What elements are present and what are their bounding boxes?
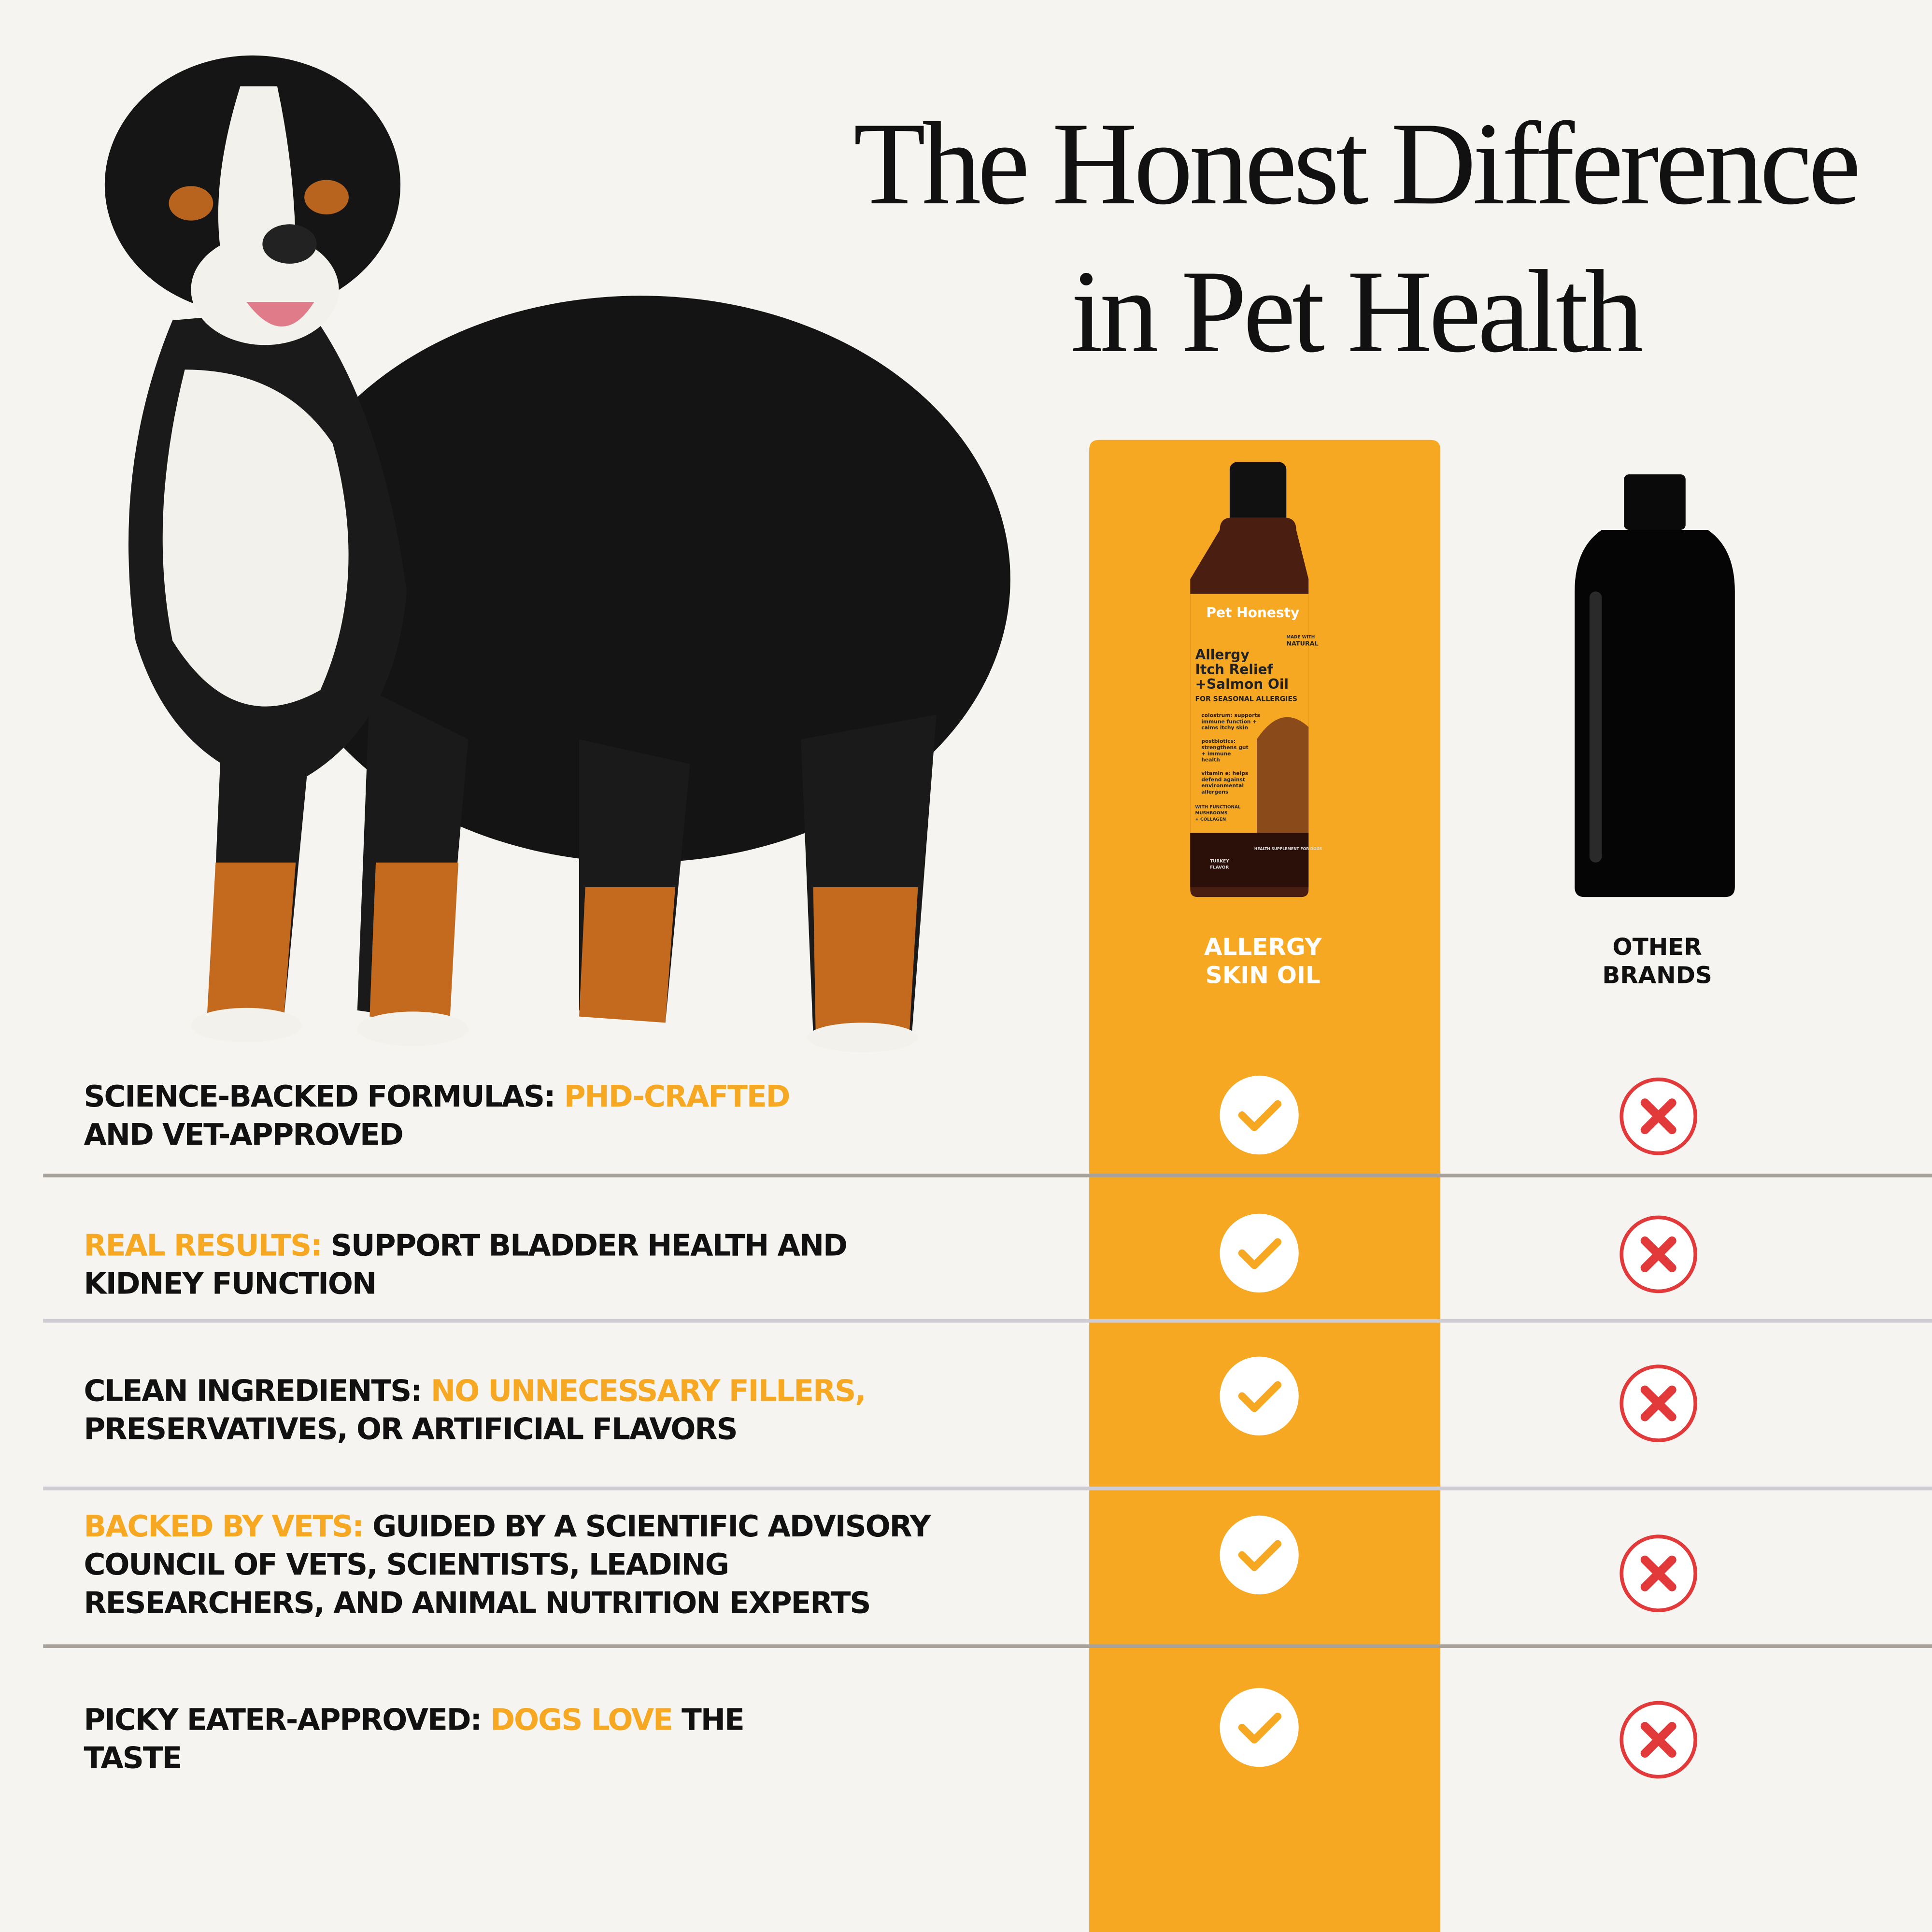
check-icon (1220, 1213, 1299, 1293)
icon-circle (1220, 1213, 1299, 1293)
product-flavor: FLAVOR (1210, 865, 1229, 870)
row-text-segment: PHD-CRAFTED (564, 1080, 790, 1114)
row-text-segment: KIDNEY FUNCTION (84, 1267, 376, 1301)
row-text: COUNCIL OF VETS, SCIENTISTS, LEADING (84, 1548, 728, 1582)
title: The Honest Difference (853, 98, 1857, 229)
row-text-segment: SUPPORT BLADDER HEALTH AND (331, 1228, 847, 1263)
check-icon (1220, 1515, 1299, 1595)
row-text-segment: SCIENCE-BACKED FORMULAS: (84, 1080, 564, 1114)
check-mark (1238, 1381, 1282, 1412)
product-name: Itch Relief (1195, 661, 1273, 677)
row-text-segment: RESEARCHERS, AND ANIMAL NUTRITION EXPERT… (84, 1586, 870, 1620)
product-name: Allergy (1195, 647, 1249, 663)
product-benefit: vitamin e: helps (1201, 770, 1248, 777)
product-benefit: allergens (1201, 789, 1228, 795)
cross-mark (1640, 1555, 1676, 1591)
product-extras: + COLLAGEN (1195, 817, 1226, 822)
row-text: CLEAN INGREDIENTS: NO UNNECESSARY FILLER… (84, 1374, 865, 1408)
cross-icon (1619, 1701, 1698, 1779)
check-mark (1238, 1540, 1282, 1571)
icon-circle (1220, 1076, 1299, 1155)
row-text-segment: BACKED BY VETS: (84, 1509, 372, 1544)
icon-circle (1220, 1688, 1299, 1767)
row-text-segment: AND VET-APPROVED (84, 1118, 402, 1152)
check-icon (1220, 1688, 1299, 1767)
row-text-segment: DOGS LOVE (490, 1703, 672, 1737)
product-badge: NATURAL (1286, 640, 1318, 648)
row-text: TASTE (84, 1741, 181, 1776)
generic-bottle (1575, 474, 1735, 897)
cross-mark (1640, 1385, 1676, 1421)
product-brand: Pet Honesty (1206, 605, 1299, 621)
row-text-segment: TASTE (84, 1741, 181, 1776)
row-text: RESEARCHERS, AND ANIMAL NUTRITION EXPERT… (84, 1586, 870, 1620)
highlight-column (1089, 440, 1441, 1932)
title: in Pet Health (1071, 246, 1643, 377)
row-text: PRESERVATIVES, OR ARTIFICIAL FLAVORS (84, 1412, 737, 1447)
check-icon (1220, 1356, 1299, 1435)
row-text-segment: NO UNNECESSARY FILLERS, (431, 1374, 866, 1408)
row-text-segment: GUIDED BY A SCIENTIFIC ADVISORY (372, 1509, 931, 1544)
product-benefit: strengthens gut (1201, 744, 1248, 751)
cross-icon (1619, 1364, 1698, 1442)
column-label: ALLERGY (1204, 934, 1322, 961)
product-bottle: Pet Honesty Allergy Itch Relief +Salmon … (1190, 462, 1322, 897)
column-label: SKIN OIL (1206, 962, 1321, 989)
row-text-segment: COUNCIL OF VETS, SCIENTISTS, LEADING (84, 1548, 728, 1582)
check-icon (1220, 1076, 1299, 1155)
check-mark (1238, 1238, 1282, 1269)
column-label: BRANDS (1602, 962, 1712, 989)
row-text: AND VET-APPROVED (84, 1118, 402, 1152)
check-mark (1238, 1100, 1282, 1131)
column-label: OTHER (1613, 934, 1702, 961)
row-text: BACKED BY VETS: GUIDED BY A SCIENTIFIC A… (84, 1509, 931, 1544)
cross-mark (1640, 1098, 1676, 1135)
product-benefit: defend against (1201, 776, 1245, 782)
product-benefit: + immune (1201, 751, 1231, 757)
product-extras: WITH FUNCTIONAL (1195, 805, 1240, 810)
product-benefit: environmental (1201, 782, 1244, 789)
icon-circle (1220, 1356, 1299, 1435)
product-benefit: immune function + (1201, 718, 1257, 724)
product-badge: MADE WITH (1286, 635, 1315, 639)
product-subtitle: FOR SEASONAL ALLERGIES (1195, 696, 1297, 703)
product-flavor: TURKEY (1210, 859, 1229, 864)
dog-illustration (104, 55, 1010, 1052)
product-extras: MUSHROOMS (1195, 811, 1227, 816)
row-text-segment: PRESERVATIVES, OR ARTIFICIAL FLAVORS (84, 1412, 737, 1447)
product-footer: HEALTH SUPPLEMENT FOR DOGS (1254, 847, 1322, 851)
row-text-segment: THE (672, 1703, 744, 1737)
cross-icon (1619, 1534, 1698, 1613)
row-text: SCIENCE-BACKED FORMULAS: PHD-CRAFTED (84, 1080, 789, 1114)
row-text-segment: REAL RESULTS: (84, 1228, 330, 1263)
row-text-segment: PICKY EATER-APPROVED: (84, 1703, 490, 1737)
product-benefit: health (1201, 757, 1220, 763)
cross-mark (1640, 1236, 1676, 1272)
product-benefit: colostrum: supports (1201, 712, 1260, 719)
row-text-segment: CLEAN INGREDIENTS: (84, 1374, 430, 1408)
check-mark (1238, 1712, 1282, 1744)
cross-icon (1619, 1215, 1698, 1293)
product-benefit: postbiotics: (1201, 738, 1236, 744)
row-text: REAL RESULTS: SUPPORT BLADDER HEALTH AND (84, 1228, 846, 1263)
cross-icon (1619, 1077, 1698, 1155)
product-name: +Salmon Oil (1195, 676, 1289, 692)
product-benefit: calms itchy skin (1201, 724, 1248, 731)
icon-circle (1220, 1515, 1299, 1595)
row-text: PICKY EATER-APPROVED: DOGS LOVE THE (84, 1703, 743, 1737)
row-text: KIDNEY FUNCTION (84, 1267, 376, 1301)
cross-mark (1640, 1722, 1676, 1758)
